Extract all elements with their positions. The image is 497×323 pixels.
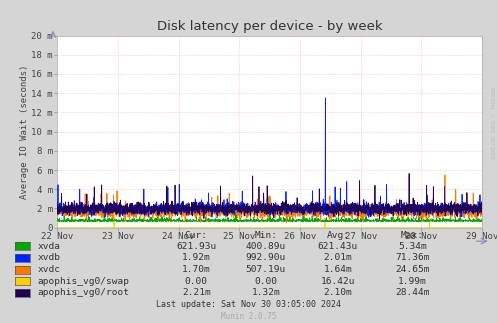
Text: 71.36m: 71.36m [395, 253, 430, 262]
Text: 621.43u: 621.43u [318, 242, 358, 251]
Text: Cur:: Cur: [185, 231, 208, 240]
Text: 2.01m: 2.01m [324, 253, 352, 262]
Title: Disk latency per device - by week: Disk latency per device - by week [157, 20, 382, 33]
Text: Max:: Max: [401, 231, 424, 240]
Text: 24.65m: 24.65m [395, 265, 430, 274]
Text: 992.90u: 992.90u [246, 253, 286, 262]
Text: 1.99m: 1.99m [398, 276, 427, 286]
Text: 621.93u: 621.93u [176, 242, 216, 251]
Text: 1.32m: 1.32m [251, 288, 280, 297]
Text: 507.19u: 507.19u [246, 265, 286, 274]
Text: 5.34m: 5.34m [398, 242, 427, 251]
Text: Munin 2.0.75: Munin 2.0.75 [221, 312, 276, 321]
Text: Min:: Min: [254, 231, 277, 240]
Text: 1.64m: 1.64m [324, 265, 352, 274]
Text: 2.21m: 2.21m [182, 288, 211, 297]
Text: 28.44m: 28.44m [395, 288, 430, 297]
Text: apophis_vg0/swap: apophis_vg0/swap [37, 276, 129, 286]
Text: Last update: Sat Nov 30 03:05:00 2024: Last update: Sat Nov 30 03:05:00 2024 [156, 300, 341, 309]
Text: xvda: xvda [37, 242, 60, 251]
Text: RRDTOOL / TOBI OETIKER: RRDTOOL / TOBI OETIKER [490, 87, 495, 159]
Text: 2.10m: 2.10m [324, 288, 352, 297]
Text: apophis_vg0/root: apophis_vg0/root [37, 288, 129, 297]
Text: 1.92m: 1.92m [182, 253, 211, 262]
Text: 0.00: 0.00 [185, 276, 208, 286]
Text: xvdc: xvdc [37, 265, 60, 274]
Text: 0.00: 0.00 [254, 276, 277, 286]
Text: Avg:: Avg: [327, 231, 349, 240]
Y-axis label: Average IO Wait (seconds): Average IO Wait (seconds) [20, 64, 29, 199]
Text: 1.70m: 1.70m [182, 265, 211, 274]
Text: 400.89u: 400.89u [246, 242, 286, 251]
Text: xvdb: xvdb [37, 253, 60, 262]
Text: 16.42u: 16.42u [321, 276, 355, 286]
